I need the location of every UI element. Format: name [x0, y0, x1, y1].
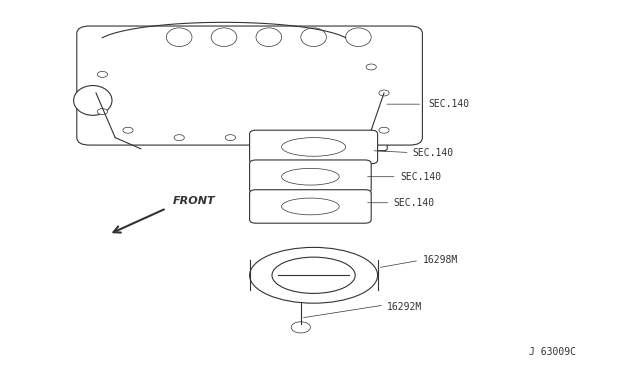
FancyBboxPatch shape: [243, 97, 291, 141]
Ellipse shape: [256, 28, 282, 46]
Circle shape: [328, 135, 338, 141]
Circle shape: [379, 90, 389, 96]
FancyBboxPatch shape: [282, 97, 330, 141]
Ellipse shape: [166, 28, 192, 46]
Text: SEC.140: SEC.140: [429, 99, 470, 109]
Circle shape: [97, 71, 108, 77]
Text: 16292M: 16292M: [387, 302, 422, 312]
Text: FRONT: FRONT: [173, 196, 216, 206]
Ellipse shape: [211, 28, 237, 46]
FancyBboxPatch shape: [77, 26, 422, 145]
Circle shape: [379, 127, 389, 133]
FancyBboxPatch shape: [320, 97, 368, 141]
FancyBboxPatch shape: [166, 97, 214, 141]
Circle shape: [225, 135, 236, 141]
Text: SEC.140: SEC.140: [394, 198, 435, 208]
Ellipse shape: [282, 138, 346, 156]
Circle shape: [97, 109, 108, 115]
Circle shape: [291, 322, 310, 333]
Circle shape: [174, 135, 184, 141]
Text: J 63009C: J 63009C: [529, 347, 576, 357]
Ellipse shape: [301, 28, 326, 46]
Ellipse shape: [250, 247, 378, 303]
FancyBboxPatch shape: [253, 125, 387, 151]
Circle shape: [123, 127, 133, 133]
Ellipse shape: [346, 28, 371, 46]
Ellipse shape: [282, 168, 339, 185]
FancyBboxPatch shape: [250, 190, 371, 223]
Circle shape: [366, 64, 376, 70]
Text: 16298M: 16298M: [422, 256, 458, 265]
Ellipse shape: [282, 198, 339, 215]
Text: SEC.140: SEC.140: [413, 148, 454, 157]
FancyBboxPatch shape: [250, 160, 371, 193]
Ellipse shape: [272, 257, 355, 294]
FancyBboxPatch shape: [250, 130, 378, 164]
Text: SEC.140: SEC.140: [400, 172, 441, 182]
Circle shape: [276, 135, 287, 141]
Ellipse shape: [74, 86, 112, 115]
FancyBboxPatch shape: [205, 97, 253, 141]
